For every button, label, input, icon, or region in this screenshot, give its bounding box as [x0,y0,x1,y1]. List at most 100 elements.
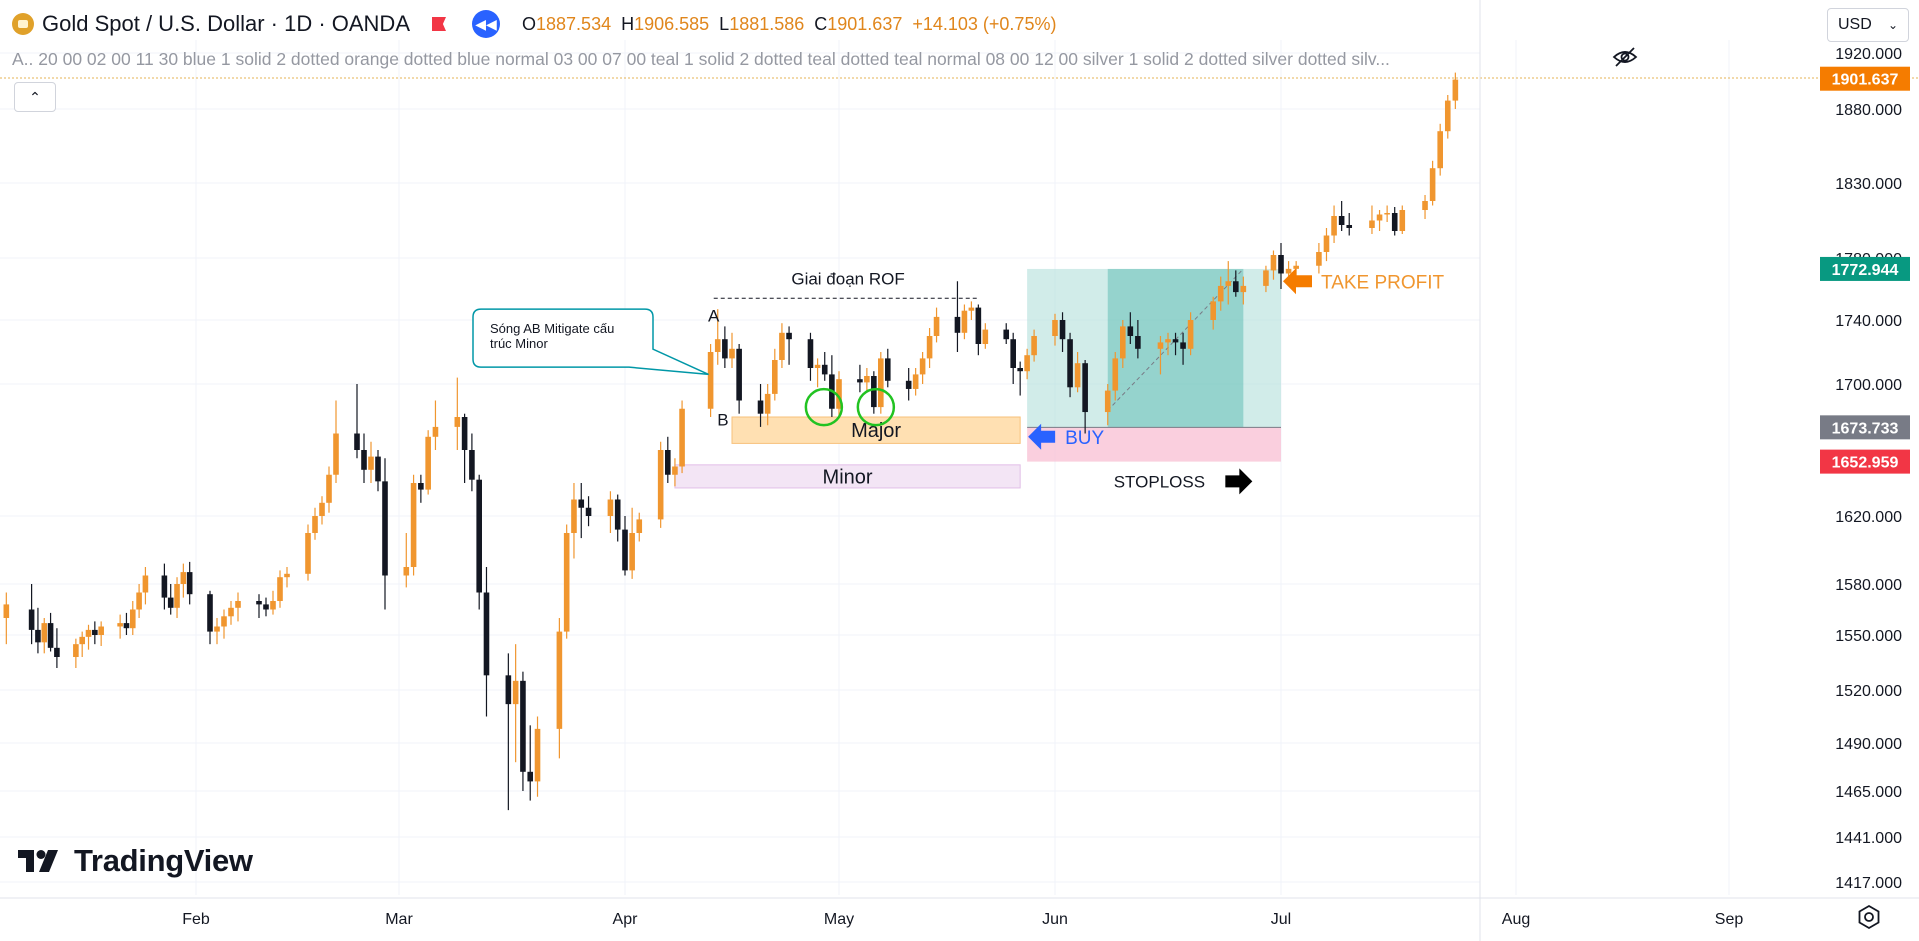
high-label: H [621,13,635,34]
candle-body [1452,79,1459,101]
open-label: O [522,13,537,34]
candle-body [1052,320,1058,336]
price-tick-label: 1580.000 [1835,577,1902,594]
candle-body [319,502,325,516]
indicator-legend[interactable]: A.. 20 00 02 00 11 30 blue 1 solid 2 dot… [12,49,1390,69]
candle-body [585,507,592,516]
chart-header: Gold Spot / U.S. Dollar · 1D · OANDA ◀◀ … [12,10,1056,38]
price-tag-label: 1673.733 [1832,420,1899,437]
candle-body [235,601,241,608]
candle-body [1180,342,1186,349]
price-tag-label: 1901.637 [1832,72,1899,89]
candle-body [729,348,735,359]
time-tick-label: Jul [1271,911,1291,928]
chevron-up-icon: ⌃ [29,88,41,105]
candle-body [1293,265,1299,269]
time-tick-label: Aug [1502,911,1530,928]
candle-body [476,479,482,593]
candle-body [512,680,519,705]
candle-body [256,601,262,605]
price-tag-label: 1652.959 [1832,455,1899,472]
rof-label: Giai đoạn ROF [791,269,904,288]
callout-line: trúc Minor [490,336,548,351]
candle-body [167,597,174,608]
candle-body [1444,100,1451,132]
take-profit-label: TAKE PROFIT [1321,272,1445,293]
candle-body [410,483,417,567]
candle-body [1059,320,1066,340]
eye-hidden-icon[interactable] [1612,46,1638,68]
candle-body [333,433,339,475]
time-tick-label: Jun [1042,911,1068,928]
collapse-legend-button[interactable]: ⌃ [14,82,56,112]
gold-symbol-icon[interactable] [12,13,34,35]
candle-body [1112,358,1119,391]
settings-icon[interactable] [1856,904,1882,930]
candle-body [786,332,792,340]
callout-bubble [472,308,709,376]
candle-body [1285,268,1292,274]
candle-body [180,572,187,584]
candle-body [1210,301,1216,320]
price-tick-label: 1920.000 [1835,46,1902,63]
candle-body [361,450,367,470]
candle-body [878,358,884,408]
candle-body [919,358,926,375]
buy-label: BUY [1065,428,1104,449]
stoploss-label: STOPLOSS [1114,472,1205,491]
price-tag [1820,256,1910,281]
time-tick-label: Apr [613,911,639,928]
price-tick-label: 1880.000 [1835,102,1902,119]
candle-body [722,339,728,359]
time-axis: Feb Mar Apr May Jun Jul Aug Sep [0,897,1919,928]
currency-select[interactable]: USD ⌄ [1827,8,1909,42]
candle-body [1316,252,1322,266]
symbol-title[interactable]: Gold Spot / U.S. Dollar · 1D · OANDA [42,11,410,36]
candle-body [1399,210,1406,231]
stoploss-arrow-icon [1225,468,1253,495]
candle-body [1127,326,1134,336]
price-tag-label: 1772.944 [1832,262,1899,279]
major-label: Major [851,420,901,442]
tradingview-logo[interactable]: TradingView [18,843,253,879]
point-a-label: A [708,307,720,326]
candle-body [968,307,975,311]
candle-body [736,348,742,401]
tradingview-mark-icon [18,850,58,872]
candle-body [1225,281,1232,286]
candle-body [807,339,814,368]
candle-body [1240,285,1247,293]
open-value: 1887.534 [536,13,612,34]
candle-body [884,358,891,381]
candle-body [312,516,318,533]
candle-body [1422,201,1428,210]
candle-body [161,575,168,598]
candle-body [92,629,98,635]
candle-body [284,573,290,578]
candle-body [73,644,79,657]
candle-body [672,466,678,475]
candle-body [117,623,123,627]
candle-body [954,316,961,333]
candle-body [622,529,628,571]
candle-body [1067,339,1073,388]
replay-icon[interactable]: ◀◀ [472,10,500,38]
candle-body [556,631,563,729]
price-tick-label: 1520.000 [1835,683,1902,700]
candle-body [679,408,685,467]
candle-body [1120,326,1126,359]
candle-body [123,623,130,629]
candle-body [1074,363,1081,388]
candle-body [79,636,85,645]
candle-body [912,374,919,389]
candle-body [1024,355,1030,372]
candle-body [277,577,283,601]
flag-icon[interactable] [432,17,446,31]
time-tick-label: Sep [1715,911,1744,928]
candle-body [1338,216,1345,225]
candle-body [864,376,870,383]
candle-body [1384,213,1390,215]
candle-body [1217,285,1224,302]
candle-body [757,400,764,414]
